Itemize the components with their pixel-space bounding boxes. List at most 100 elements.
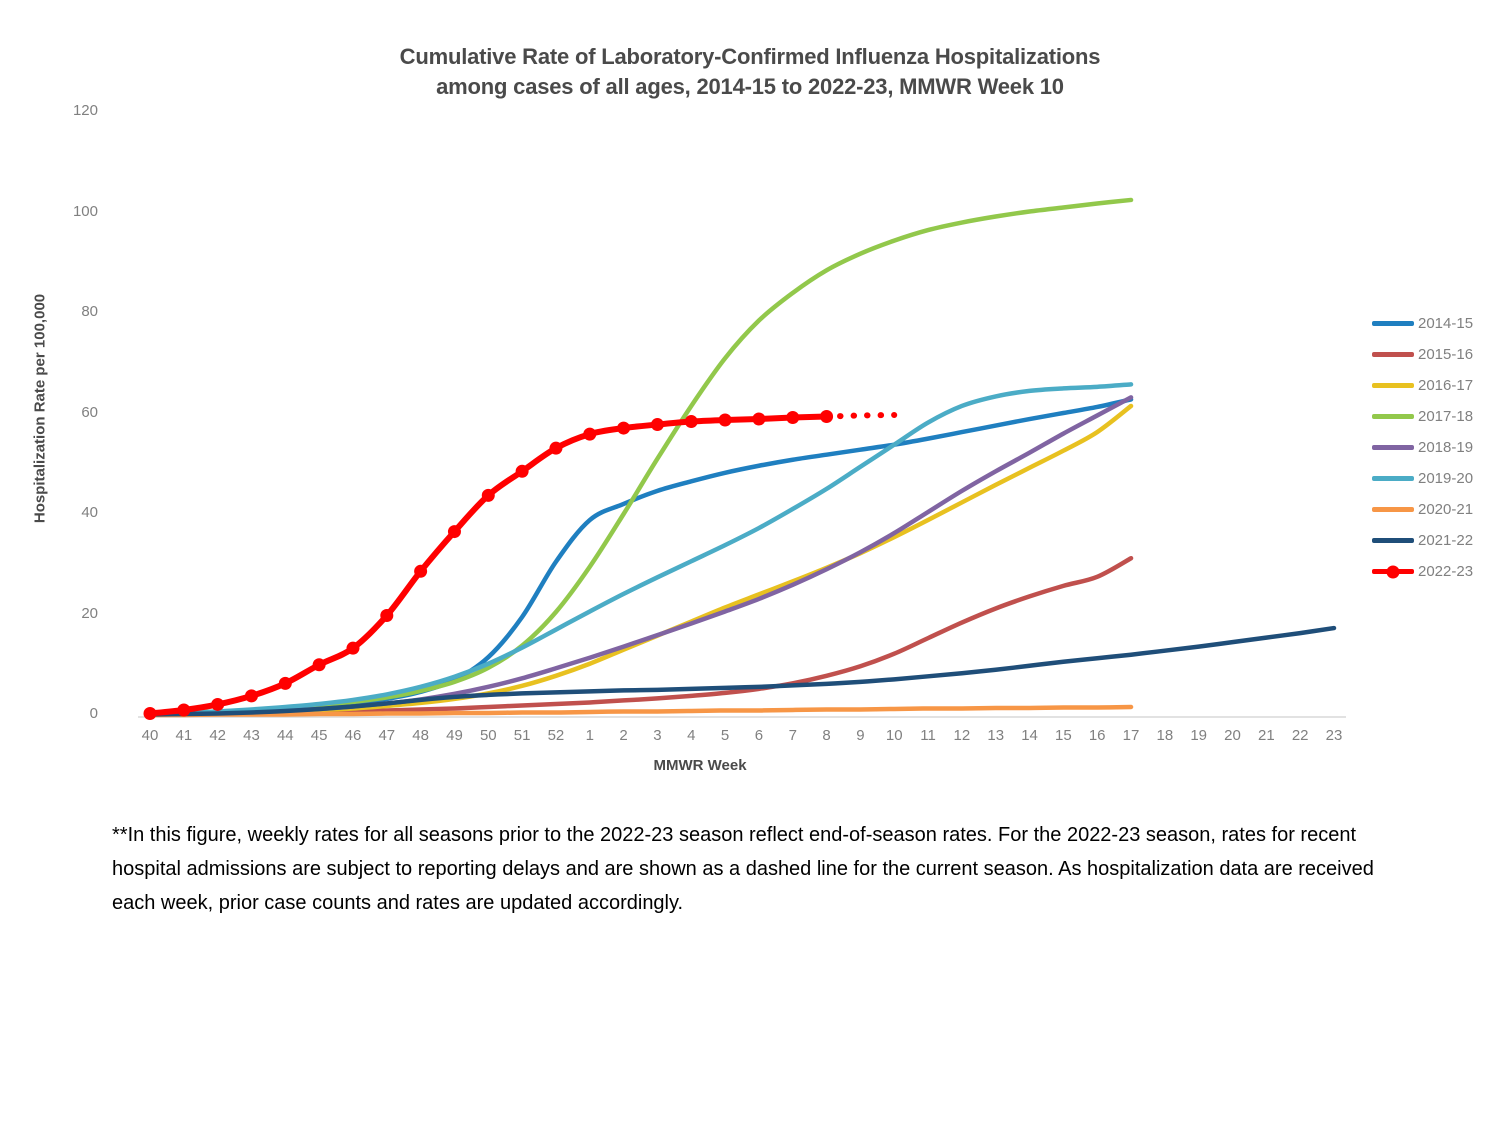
legend-swatch-icon: [1372, 383, 1414, 388]
legend-item-label: 2016-17: [1418, 377, 1474, 394]
legend-item-2022-23[interactable]: 2022-23: [1372, 556, 1500, 587]
legend-item-2020-21[interactable]: 2020-21: [1372, 494, 1500, 525]
series-2014-15: [147, 397, 1134, 717]
x-axis-tick-15: 15: [1055, 727, 1072, 744]
x-axis-tick-12: 12: [953, 727, 971, 744]
series-2020-21: [147, 704, 1134, 718]
chart-title: Cumulative Rate of Laboratory-Confirmed …: [250, 42, 1250, 102]
legend-item-2014-15[interactable]: 2014-15: [1372, 308, 1500, 339]
x-axis-label: MMWR Week: [653, 757, 747, 774]
x-axis-tick-21: 21: [1257, 727, 1275, 744]
y-axis-tick-0: 0: [89, 705, 98, 722]
data-point-marker: [583, 427, 597, 441]
x-axis-tick-2: 2: [619, 727, 628, 744]
y-axis-tick-40: 40: [81, 504, 98, 521]
series-2022-23: [143, 410, 898, 720]
legend-swatch-icon: [1372, 414, 1414, 419]
x-axis-tick-16: 16: [1088, 727, 1106, 744]
data-point-marker: [752, 412, 766, 426]
series-2021-22: [147, 625, 1337, 717]
legend-item-label: 2018-19: [1418, 439, 1474, 456]
series-2017-18: [147, 197, 1134, 717]
data-point-marker: [515, 464, 529, 478]
x-axis-tick-42: 42: [209, 727, 226, 744]
x-axis-tick-20: 20: [1224, 727, 1241, 744]
x-axis-tick-50: 50: [479, 727, 497, 744]
legend-item-label: 2014-15: [1418, 315, 1474, 332]
data-point-marker: [177, 703, 191, 717]
x-axis-tick-17: 17: [1122, 727, 1140, 744]
legend-item-label: 2021-22: [1418, 532, 1474, 549]
x-axis-tick-6: 6: [754, 727, 764, 744]
x-axis-tick-44: 44: [276, 727, 294, 744]
chart-title-line-2: among cases of all ages, 2014-15 to 2022…: [436, 74, 1064, 99]
x-axis-tick-5: 5: [720, 727, 730, 744]
legend-item-2019-20[interactable]: 2019-20: [1372, 463, 1500, 494]
data-point-marker: [211, 697, 225, 711]
legend-item-label: 2019-20: [1418, 470, 1474, 487]
data-point-marker: [380, 609, 394, 623]
chart-legend: 2014-15 2015-16 2016-17 2017-18 2018-19 2019-…: [1372, 308, 1500, 587]
x-axis-tick-18: 18: [1156, 727, 1174, 744]
y-axis-tick-60: 60: [81, 403, 98, 421]
x-axis-tick-8: 8: [822, 727, 831, 744]
data-point-marker: [278, 676, 292, 690]
legend-item-2018-19[interactable]: 2018-19: [1372, 432, 1500, 463]
data-point-marker: [786, 411, 800, 425]
y-axis-tick-20: 20: [81, 604, 98, 622]
data-point-marker: [481, 488, 495, 502]
legend-item-label: 2020-21: [1418, 501, 1474, 518]
x-axis-tick-23: 23: [1325, 727, 1343, 744]
legend-swatch-icon: [1372, 352, 1414, 357]
data-point-marker: [312, 658, 326, 672]
x-axis-tick-51: 51: [513, 727, 531, 744]
x-axis-tick-3: 3: [653, 727, 662, 744]
x-axis-tick-43: 43: [243, 727, 260, 744]
legend-item-2015-16[interactable]: 2015-16: [1372, 339, 1500, 370]
x-axis-tick-9: 9: [856, 727, 865, 744]
y-axis-tick-80: 80: [81, 303, 98, 320]
legend-item-2016-17[interactable]: 2016-17: [1372, 370, 1500, 401]
series-2016-17: [147, 403, 1134, 717]
x-axis-tick-48: 48: [412, 727, 429, 744]
x-axis-tick-7: 7: [788, 727, 797, 744]
legend-swatch-icon: [1372, 569, 1414, 574]
data-point-marker: [820, 410, 834, 424]
y-axis-tick-120: 120: [72, 102, 98, 119]
x-axis-tick-46: 46: [344, 727, 362, 744]
data-point-marker: [143, 706, 157, 720]
x-axis-tick-40: 40: [141, 727, 159, 744]
x-axis-tick-47: 47: [378, 727, 396, 744]
data-point-marker: [617, 421, 631, 435]
legend-item-label: 2015-16: [1418, 346, 1474, 363]
series-2019-20: [147, 382, 1134, 717]
x-axis-tick-52: 52: [547, 727, 565, 744]
data-point-marker: [244, 689, 258, 703]
x-axis-tick-10: 10: [885, 727, 903, 744]
x-axis-tick-4: 4: [687, 727, 696, 744]
x-axis-tick-22: 22: [1291, 727, 1309, 744]
y-axis-tick-100: 100: [72, 202, 98, 220]
legend-swatch-icon: [1372, 321, 1414, 326]
x-axis-tick-11: 11: [920, 727, 936, 744]
x-axis-tick-13: 13: [987, 727, 1005, 744]
legend-item-2017-18[interactable]: 2017-18: [1372, 401, 1500, 432]
x-axis-tick-19: 19: [1190, 727, 1208, 744]
legend-swatch-icon: [1372, 476, 1414, 481]
data-point-marker: [650, 418, 664, 432]
x-axis-tick-49: 49: [446, 727, 463, 744]
legend-item-label: 2017-18: [1418, 408, 1474, 425]
legend-item-label: 2022-23: [1418, 563, 1474, 580]
x-axis-tick-45: 45: [310, 727, 328, 744]
legend-swatch-icon: [1372, 445, 1414, 450]
x-axis-tick-41: 41: [175, 727, 193, 744]
legend-item-2021-22[interactable]: 2021-22: [1372, 525, 1500, 556]
data-point-marker: [549, 441, 563, 455]
data-point-marker: [718, 413, 732, 427]
chart-title-line-1: Cumulative Rate of Laboratory-Confirmed …: [399, 44, 1101, 69]
data-point-marker: [684, 415, 698, 429]
data-point-marker: [414, 564, 428, 578]
legend-swatch-icon: [1372, 538, 1414, 543]
